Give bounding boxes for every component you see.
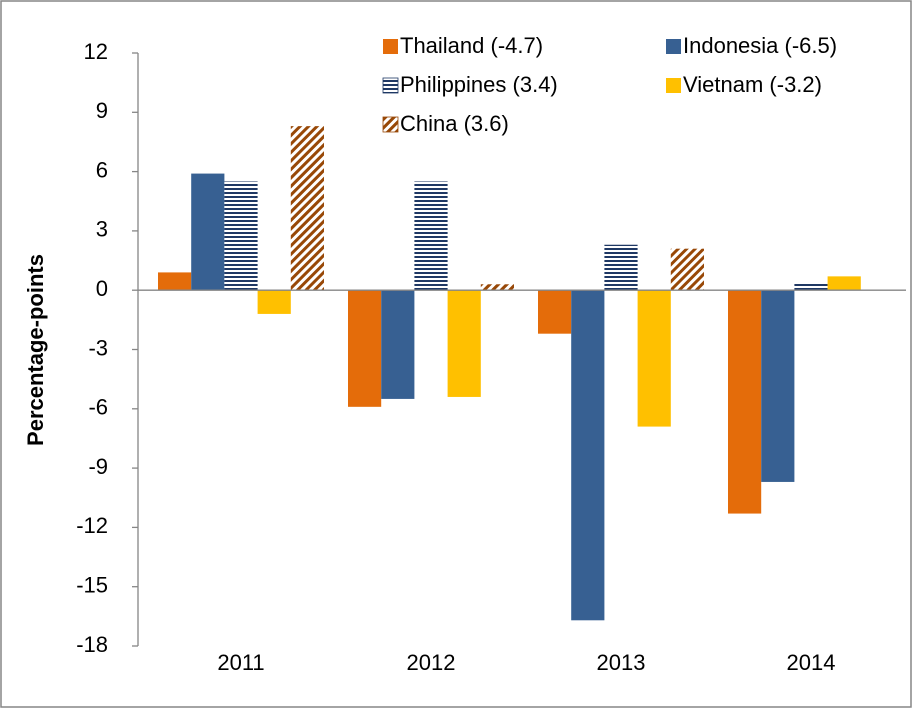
x-tick-label: 2012 bbox=[407, 650, 456, 675]
bar bbox=[348, 290, 382, 407]
legend-label: China (3.6) bbox=[400, 111, 509, 136]
x-tick-label: 2013 bbox=[597, 650, 646, 675]
x-tick-label: 2011 bbox=[217, 650, 264, 675]
bar bbox=[794, 282, 828, 291]
bar bbox=[191, 173, 225, 291]
legend-label: Indonesia (-6.5) bbox=[683, 33, 837, 58]
x-tick-label: 2014 bbox=[787, 650, 836, 675]
legend-swatch bbox=[666, 39, 681, 54]
bar bbox=[761, 290, 795, 482]
bar bbox=[257, 290, 291, 314]
y-tick-label: 9 bbox=[96, 98, 108, 123]
bar bbox=[670, 248, 704, 291]
bar bbox=[637, 290, 671, 427]
bar bbox=[158, 272, 192, 291]
bar bbox=[827, 276, 861, 291]
y-tick-label: 6 bbox=[96, 157, 108, 182]
bar bbox=[224, 181, 258, 291]
bar bbox=[571, 290, 605, 621]
legend-label: Thailand (-4.7) bbox=[400, 33, 543, 58]
bar bbox=[290, 126, 324, 291]
y-tick-label: -6 bbox=[88, 395, 108, 420]
legend-swatch bbox=[666, 78, 681, 93]
y-tick-label: -18 bbox=[76, 632, 108, 657]
y-tick-label: 12 bbox=[84, 39, 108, 64]
legend-label: Philippines (3.4) bbox=[400, 72, 558, 97]
y-tick-label: -15 bbox=[76, 573, 108, 598]
bar bbox=[604, 244, 638, 291]
legend-label: Vietnam (-3.2) bbox=[683, 72, 822, 97]
legend-swatch bbox=[382, 116, 399, 133]
y-axis-label: Percentage-points bbox=[23, 254, 48, 446]
bar bbox=[447, 290, 481, 397]
legend-swatch bbox=[382, 77, 399, 94]
legend-swatch bbox=[383, 39, 398, 54]
bar bbox=[538, 290, 572, 334]
y-tick-label: -12 bbox=[76, 513, 108, 538]
y-tick-label: 0 bbox=[96, 276, 108, 301]
bar bbox=[381, 290, 415, 399]
bar bbox=[728, 290, 762, 514]
y-tick-label: -9 bbox=[88, 454, 108, 479]
y-tick-label: -3 bbox=[88, 335, 108, 360]
bar bbox=[414, 181, 448, 291]
y-tick-label: 3 bbox=[96, 217, 108, 242]
bar bbox=[480, 284, 514, 291]
